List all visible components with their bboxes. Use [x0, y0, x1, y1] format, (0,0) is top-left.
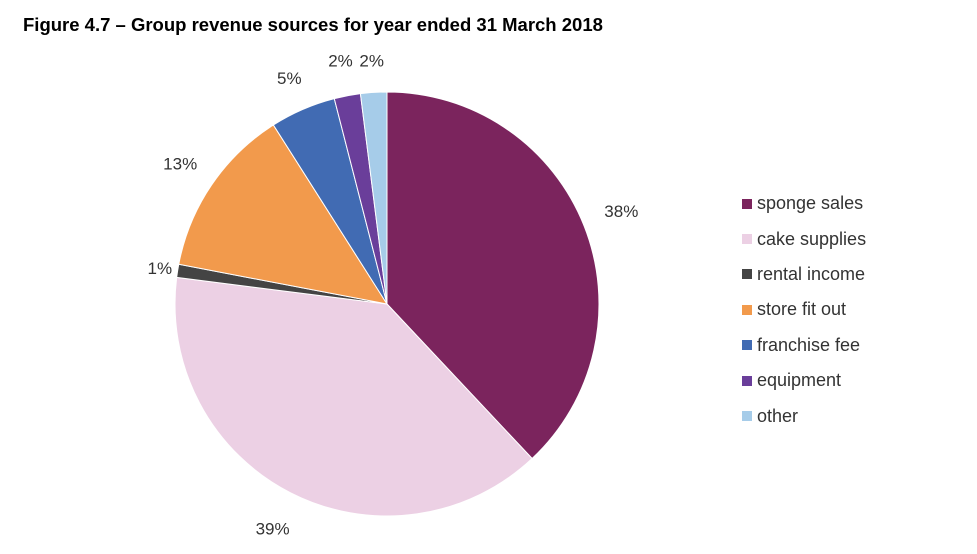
- pie-slice-sponge-sales: [386, 91, 600, 460]
- legend-label: rental income: [757, 263, 866, 284]
- legend-swatch: [742, 304, 752, 315]
- legend-label: other: [757, 405, 799, 426]
- data-label-equipment: 2%: [328, 51, 353, 70]
- legend-label: cake supplies: [757, 228, 867, 249]
- legend-label: equipment: [757, 370, 842, 391]
- data-label-sponge-sales: 38%: [604, 202, 638, 221]
- legend-item-equipment: equipment: [742, 363, 866, 398]
- legend: sponge sales cake supplies rental income st…: [742, 186, 866, 434]
- legend-label: sponge sales: [757, 193, 864, 214]
- legend-item-franchise-fee: franchise fee: [742, 328, 866, 363]
- legend-swatch: [742, 375, 752, 386]
- data-label-store-fit-out: 13%: [163, 155, 197, 174]
- data-label-other: 2%: [359, 52, 384, 71]
- pie-slice-cake-supplies: [174, 276, 533, 517]
- legend-swatch: [742, 340, 752, 351]
- data-label-cake-supplies: 39%: [256, 520, 290, 539]
- legend-item-store-fit-out: store fit out: [742, 292, 866, 327]
- legend-item-sponge-sales: sponge sales: [742, 186, 866, 221]
- legend-swatch: [742, 269, 752, 280]
- chart-title: Figure 4.7 – Group revenue sources for y…: [23, 14, 603, 35]
- data-label-rental-income: 1%: [148, 259, 173, 278]
- data-label-franchise-fee: 5%: [277, 69, 302, 88]
- legend-item-rental-income: rental income: [742, 257, 866, 292]
- legend-label: store fit out: [757, 299, 847, 320]
- legend-swatch: [742, 234, 752, 245]
- legend-swatch: [742, 411, 752, 422]
- legend-item-other: other: [742, 398, 866, 433]
- pie-slice-store-fit-out: [178, 124, 389, 305]
- legend-label: franchise fee: [757, 334, 861, 355]
- pie-slice-other: [359, 91, 388, 305]
- legend-swatch: [742, 198, 752, 209]
- legend-item-cake-supplies: cake supplies: [742, 221, 866, 256]
